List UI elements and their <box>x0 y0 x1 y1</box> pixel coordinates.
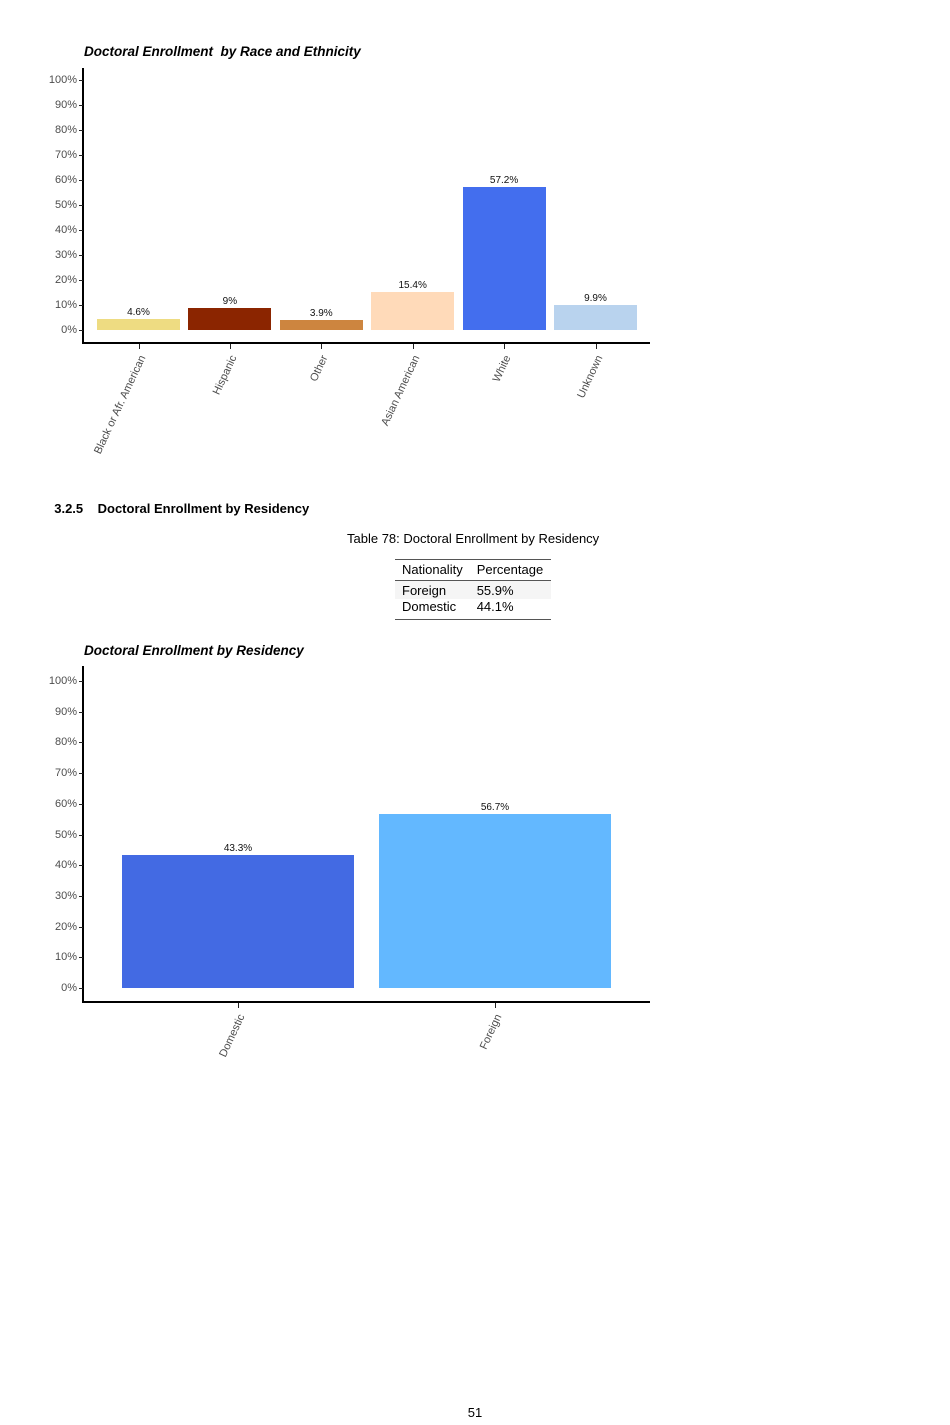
table-cell: Domestic <box>402 599 457 614</box>
y-tick-label: 10% <box>54 299 77 311</box>
y-tick <box>79 180 83 181</box>
x-tick <box>238 1003 239 1008</box>
y-tick-label: 100% <box>48 74 77 86</box>
y-tick-label: 40% <box>54 224 77 236</box>
column-header: Nationality <box>402 562 463 577</box>
x-axis <box>82 1001 650 1003</box>
bar-value-label: 3.9% <box>309 308 333 320</box>
x-tick-label: Unknown <box>574 353 605 401</box>
y-tick-label: 0% <box>61 982 77 994</box>
bar <box>554 305 637 330</box>
y-axis <box>82 68 84 344</box>
y-axis <box>82 666 84 1003</box>
y-tick <box>79 835 83 836</box>
y-tick <box>79 957 83 958</box>
y-tick <box>79 681 83 682</box>
x-tick <box>495 1003 496 1008</box>
y-tick-label: 80% <box>54 736 77 748</box>
y-tick-label: 30% <box>54 249 77 261</box>
x-tick <box>596 344 597 349</box>
bar-value-label: 9% <box>222 295 238 307</box>
y-tick <box>79 130 83 131</box>
y-tick-label: 50% <box>54 829 77 841</box>
bar <box>279 320 363 330</box>
y-tick-label: 30% <box>54 890 77 902</box>
y-tick-label: 90% <box>54 706 77 718</box>
bar-value-label: 15.4% <box>398 279 427 291</box>
y-tick <box>79 205 83 206</box>
x-tick <box>504 344 505 349</box>
y-tick-label: 0% <box>61 324 77 336</box>
y-tick <box>79 230 83 231</box>
column-header: Percentage <box>476 562 544 577</box>
y-tick <box>79 280 83 281</box>
x-tick-label: Asian American <box>378 353 423 428</box>
bar-value-label: 43.3% <box>223 843 253 855</box>
bar <box>188 307 272 330</box>
y-tick <box>79 80 83 81</box>
y-tick <box>79 712 83 713</box>
y-tick-label: 100% <box>48 675 77 687</box>
bar-value-label: 9.9% <box>584 293 607 305</box>
y-tick-label: 60% <box>54 798 77 810</box>
y-tick <box>79 742 83 743</box>
x-tick <box>230 344 231 349</box>
y-tick-label: 50% <box>54 199 77 211</box>
page-number: 51 <box>467 1405 483 1420</box>
bar <box>371 291 455 330</box>
chart-title: Doctoral Enrollment by Residency <box>84 643 304 658</box>
x-tick-label: Foreign <box>477 1012 505 1052</box>
bar-value-label: 4.6% <box>127 306 150 318</box>
y-tick <box>79 865 83 866</box>
x-tick <box>139 344 140 349</box>
x-tick <box>413 344 414 349</box>
y-tick <box>79 255 83 256</box>
y-tick-label: 70% <box>54 149 77 161</box>
table-cell: 55.9% <box>476 583 514 598</box>
y-tick-label: 40% <box>54 859 77 871</box>
x-tick-label: Domestic <box>217 1012 248 1060</box>
table-cell: Foreign <box>402 583 447 598</box>
table-cell: 44.1% <box>476 599 514 614</box>
table-caption: Table 78: Doctoral Enrollment by Residen… <box>347 531 600 546</box>
chart-title: Doctoral Enrollment by Race and Ethnicit… <box>84 44 361 59</box>
table-header-row: Nationality Percentage <box>395 559 552 581</box>
y-tick <box>79 305 83 306</box>
y-tick-label: 20% <box>54 921 77 933</box>
bar <box>122 855 354 988</box>
y-tick <box>79 330 83 331</box>
y-tick-label: 70% <box>54 767 77 779</box>
x-tick-label: White <box>490 353 514 385</box>
bar-value-label: 57.2% <box>489 175 519 186</box>
y-tick-label: 10% <box>54 951 77 963</box>
section-number: 3.2.5 <box>54 501 84 516</box>
section-heading: 3.2.5 Doctoral Enrollment by Residency <box>47 486 309 516</box>
bar-value-label: 56.7% <box>480 801 510 813</box>
y-tick <box>79 155 83 156</box>
residency-table: Nationality Percentage Foreign 55.9% Dom… <box>395 559 552 620</box>
y-tick <box>79 927 83 928</box>
y-tick <box>79 896 83 897</box>
y-tick-label: 60% <box>54 174 77 186</box>
section-title: Doctoral Enrollment by Residency <box>97 501 310 516</box>
x-tick <box>321 344 322 349</box>
table-row: Domestic 44.1% <box>395 599 552 620</box>
y-tick <box>79 988 83 989</box>
y-tick <box>79 804 83 805</box>
table-row: Foreign 55.9% <box>395 580 552 599</box>
y-tick-label: 90% <box>54 99 77 111</box>
y-tick-label: 80% <box>54 124 77 136</box>
bar <box>462 187 546 330</box>
x-axis <box>82 342 650 344</box>
y-tick <box>79 773 83 774</box>
bar <box>379 813 611 988</box>
bar <box>97 318 180 330</box>
y-tick <box>79 105 83 106</box>
y-tick-label: 20% <box>54 274 77 286</box>
